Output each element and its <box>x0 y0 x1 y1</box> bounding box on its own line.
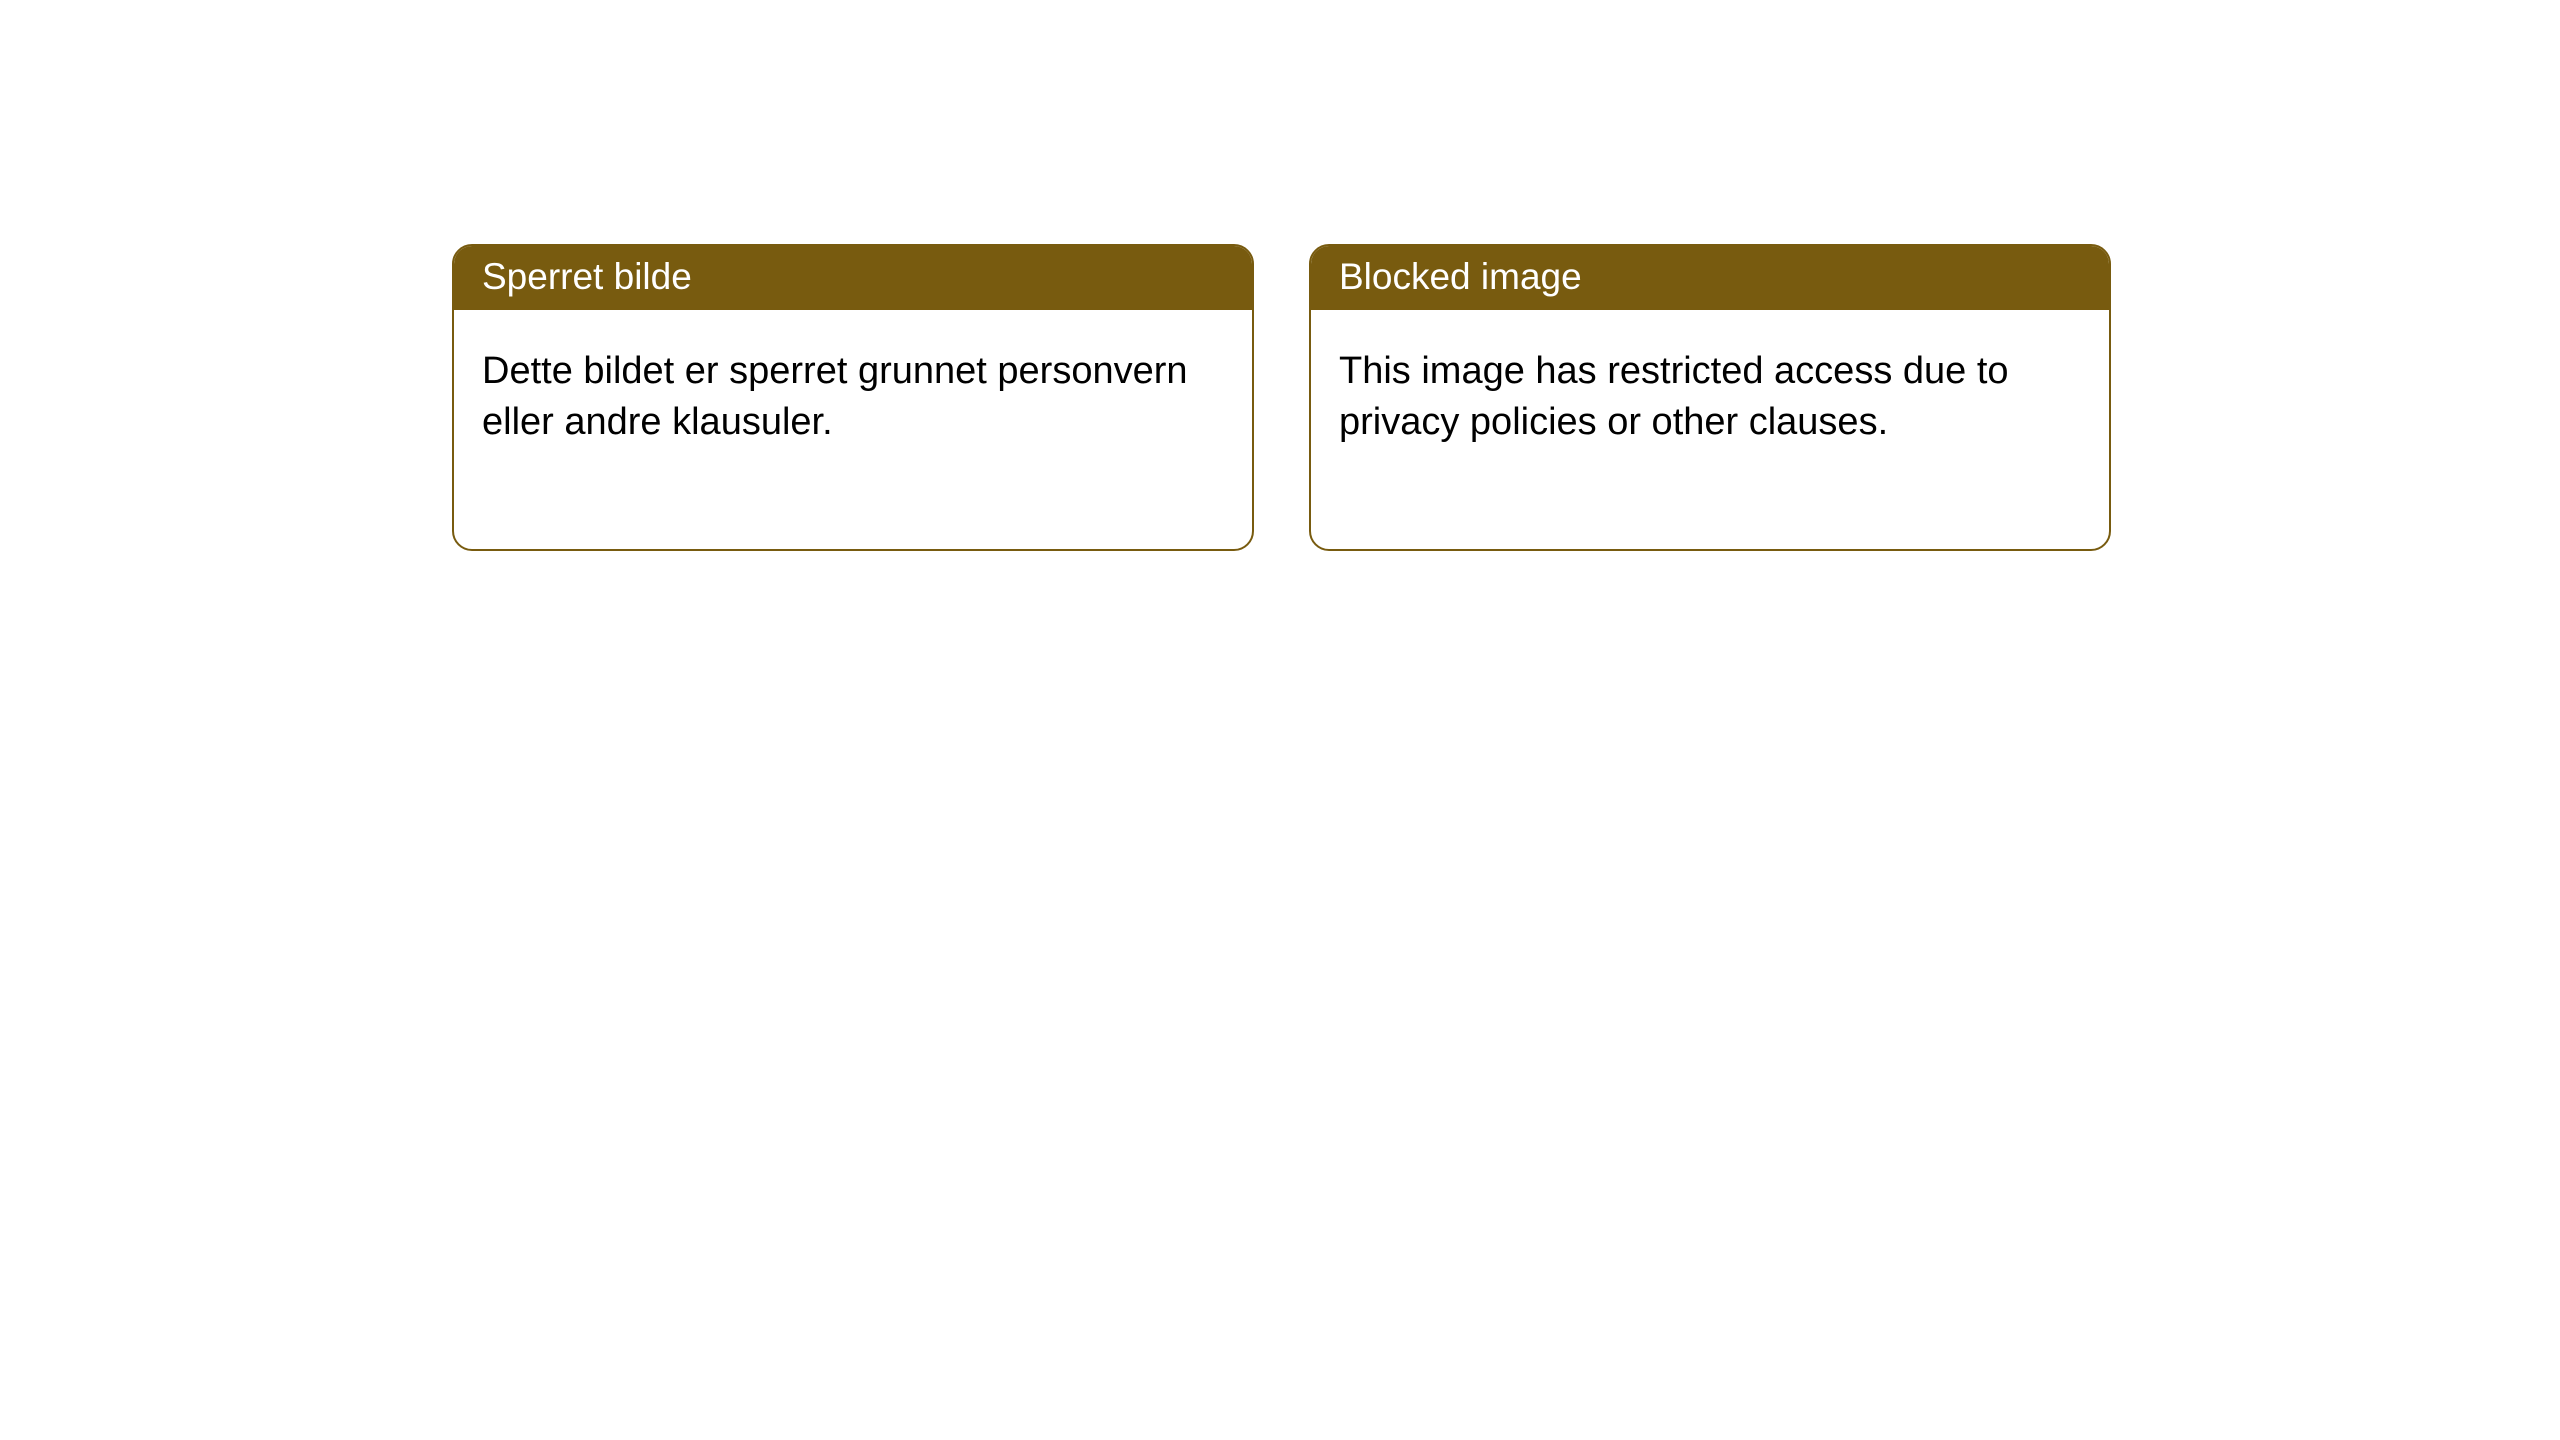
card-message: This image has restricted access due to … <box>1339 350 2009 443</box>
card-body: Dette bildet er sperret grunnet personve… <box>454 310 1252 549</box>
card-title: Blocked image <box>1339 256 1582 297</box>
card-message: Dette bildet er sperret grunnet personve… <box>482 350 1188 443</box>
card-title: Sperret bilde <box>482 256 692 297</box>
notice-cards-container: Sperret bilde Dette bildet er sperret gr… <box>0 0 2560 551</box>
card-header: Blocked image <box>1311 246 2109 310</box>
notice-card-english: Blocked image This image has restricted … <box>1309 244 2111 551</box>
notice-card-norwegian: Sperret bilde Dette bildet er sperret gr… <box>452 244 1254 551</box>
card-header: Sperret bilde <box>454 246 1252 310</box>
card-body: This image has restricted access due to … <box>1311 310 2109 549</box>
